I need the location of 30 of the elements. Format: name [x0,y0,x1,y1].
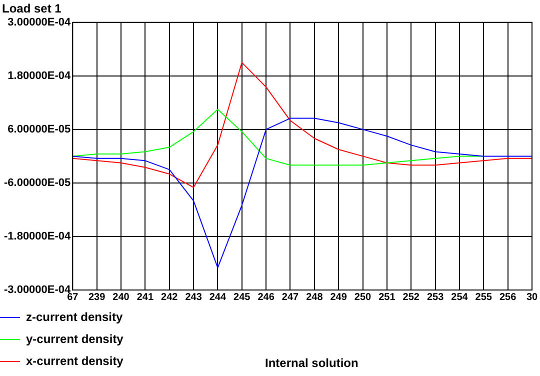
x-tick-label: 253 [426,292,444,303]
legend-label: y-current density [26,332,124,346]
x-tick-label: 30 [526,292,538,303]
x-tick-label: 243 [185,292,202,303]
legend-label: z-current density [26,310,123,324]
x-tick-label: 254 [451,292,468,303]
y-tick-label: -6.00000E-05 [4,176,71,189]
x-tick-label: 242 [161,292,178,303]
x-tick-label: 255 [475,292,492,303]
y-tick-label: 3.00000E-04 [8,16,72,28]
x-tick-label: 239 [88,292,106,303]
x-tick-label: 248 [306,292,324,303]
x-tick-label: 247 [282,292,300,303]
x-tick-label: 240 [112,292,130,303]
x-tick-label: 241 [136,292,154,303]
chart-title: Load set 1 [2,2,62,16]
y-tick-label: -1.80000E-04 [4,230,72,243]
x-tick-label: 251 [378,292,396,303]
x-tick-label: 252 [402,292,420,303]
x-tick-label: 244 [209,292,226,303]
x-tick-label: 256 [499,292,517,303]
x-tick-label: 245 [234,292,251,303]
y-tick-label: 6.00000E-05 [8,123,71,136]
x-tick-label: 249 [330,292,348,303]
x-tick-label: 67 [67,292,79,303]
x-tick-label: 246 [258,292,275,303]
legend-label: x-current density [26,354,124,368]
text: Internal solution [265,356,358,370]
y-tick-label: 1.80000E-04 [8,70,72,82]
x-tick-label: 250 [354,292,372,303]
